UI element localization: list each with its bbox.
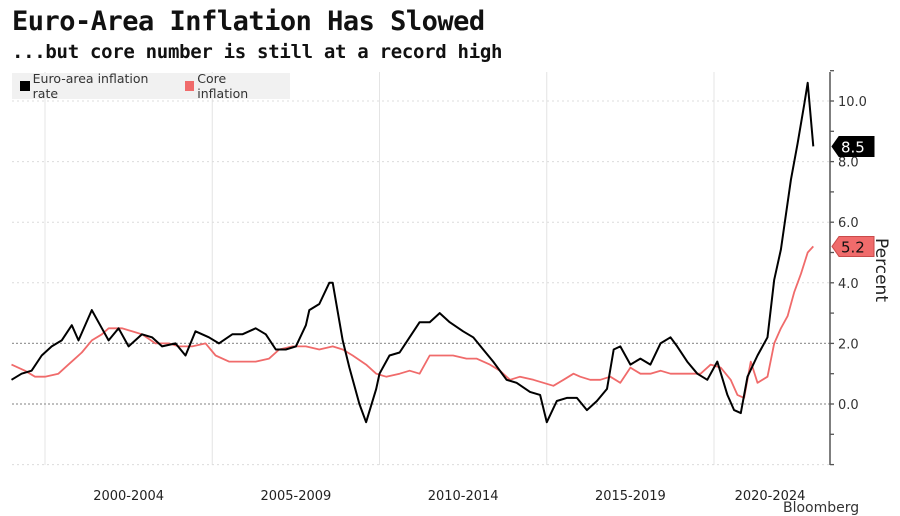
x-axis-labels: 2000-2004 2005-2009 2010-2014 2015-2019 2020…	[93, 489, 805, 504]
headline-inflation-line	[10, 81, 815, 424]
x-tick-label: 2020-2024	[735, 489, 806, 504]
legend-label-core: Core inflation	[197, 71, 249, 101]
x-tick-label: 2005-2009	[260, 489, 331, 504]
x-tick-label: 2000-2004	[93, 489, 164, 504]
chart-subtitle: ...but core number is still at a record …	[12, 41, 503, 63]
y-tick-label: 4.0	[838, 277, 859, 292]
chart-title: Euro-Area Inflation Has Slowed	[12, 6, 485, 37]
y-tick-label: 8.0	[838, 156, 859, 171]
y-tick-label: 0.0	[838, 398, 859, 413]
y-tick-label: 6.0	[838, 216, 859, 231]
y-axis: 0.0 2.0 4.0 6.0 8.0 10.0	[829, 70, 867, 466]
x-tick-label: 2015-2019	[595, 489, 666, 504]
y-axis-label: Percent	[871, 238, 891, 302]
headline-last-value-label: 8.5	[841, 138, 865, 156]
legend-swatch-core	[184, 81, 195, 91]
y-tick-label: 10.0	[838, 95, 867, 110]
legend-swatch-headline	[20, 81, 30, 91]
legend-item-headline[interactable]: Euro-area inflation rate	[20, 71, 173, 101]
gridlines	[12, 72, 830, 466]
core-last-value-label: 5.2	[841, 238, 865, 256]
last-value-badges: 8.5 5.2	[831, 135, 875, 257]
source-credit: Bloomberg	[783, 500, 860, 516]
x-tick-label: 2010-2014	[428, 489, 499, 504]
legend: Euro-area inflation rate Core inflation	[12, 71, 290, 101]
y-tick-label: 2.0	[838, 337, 859, 352]
legend-item-core[interactable]: Core inflation	[184, 71, 278, 101]
series-lines	[10, 81, 815, 424]
core-inflation-line	[11, 245, 814, 399]
core-last-value-badge	[831, 235, 875, 257]
headline-last-value-badge	[831, 135, 875, 157]
legend-label-headline: Euro-area inflation rate	[32, 71, 149, 101]
